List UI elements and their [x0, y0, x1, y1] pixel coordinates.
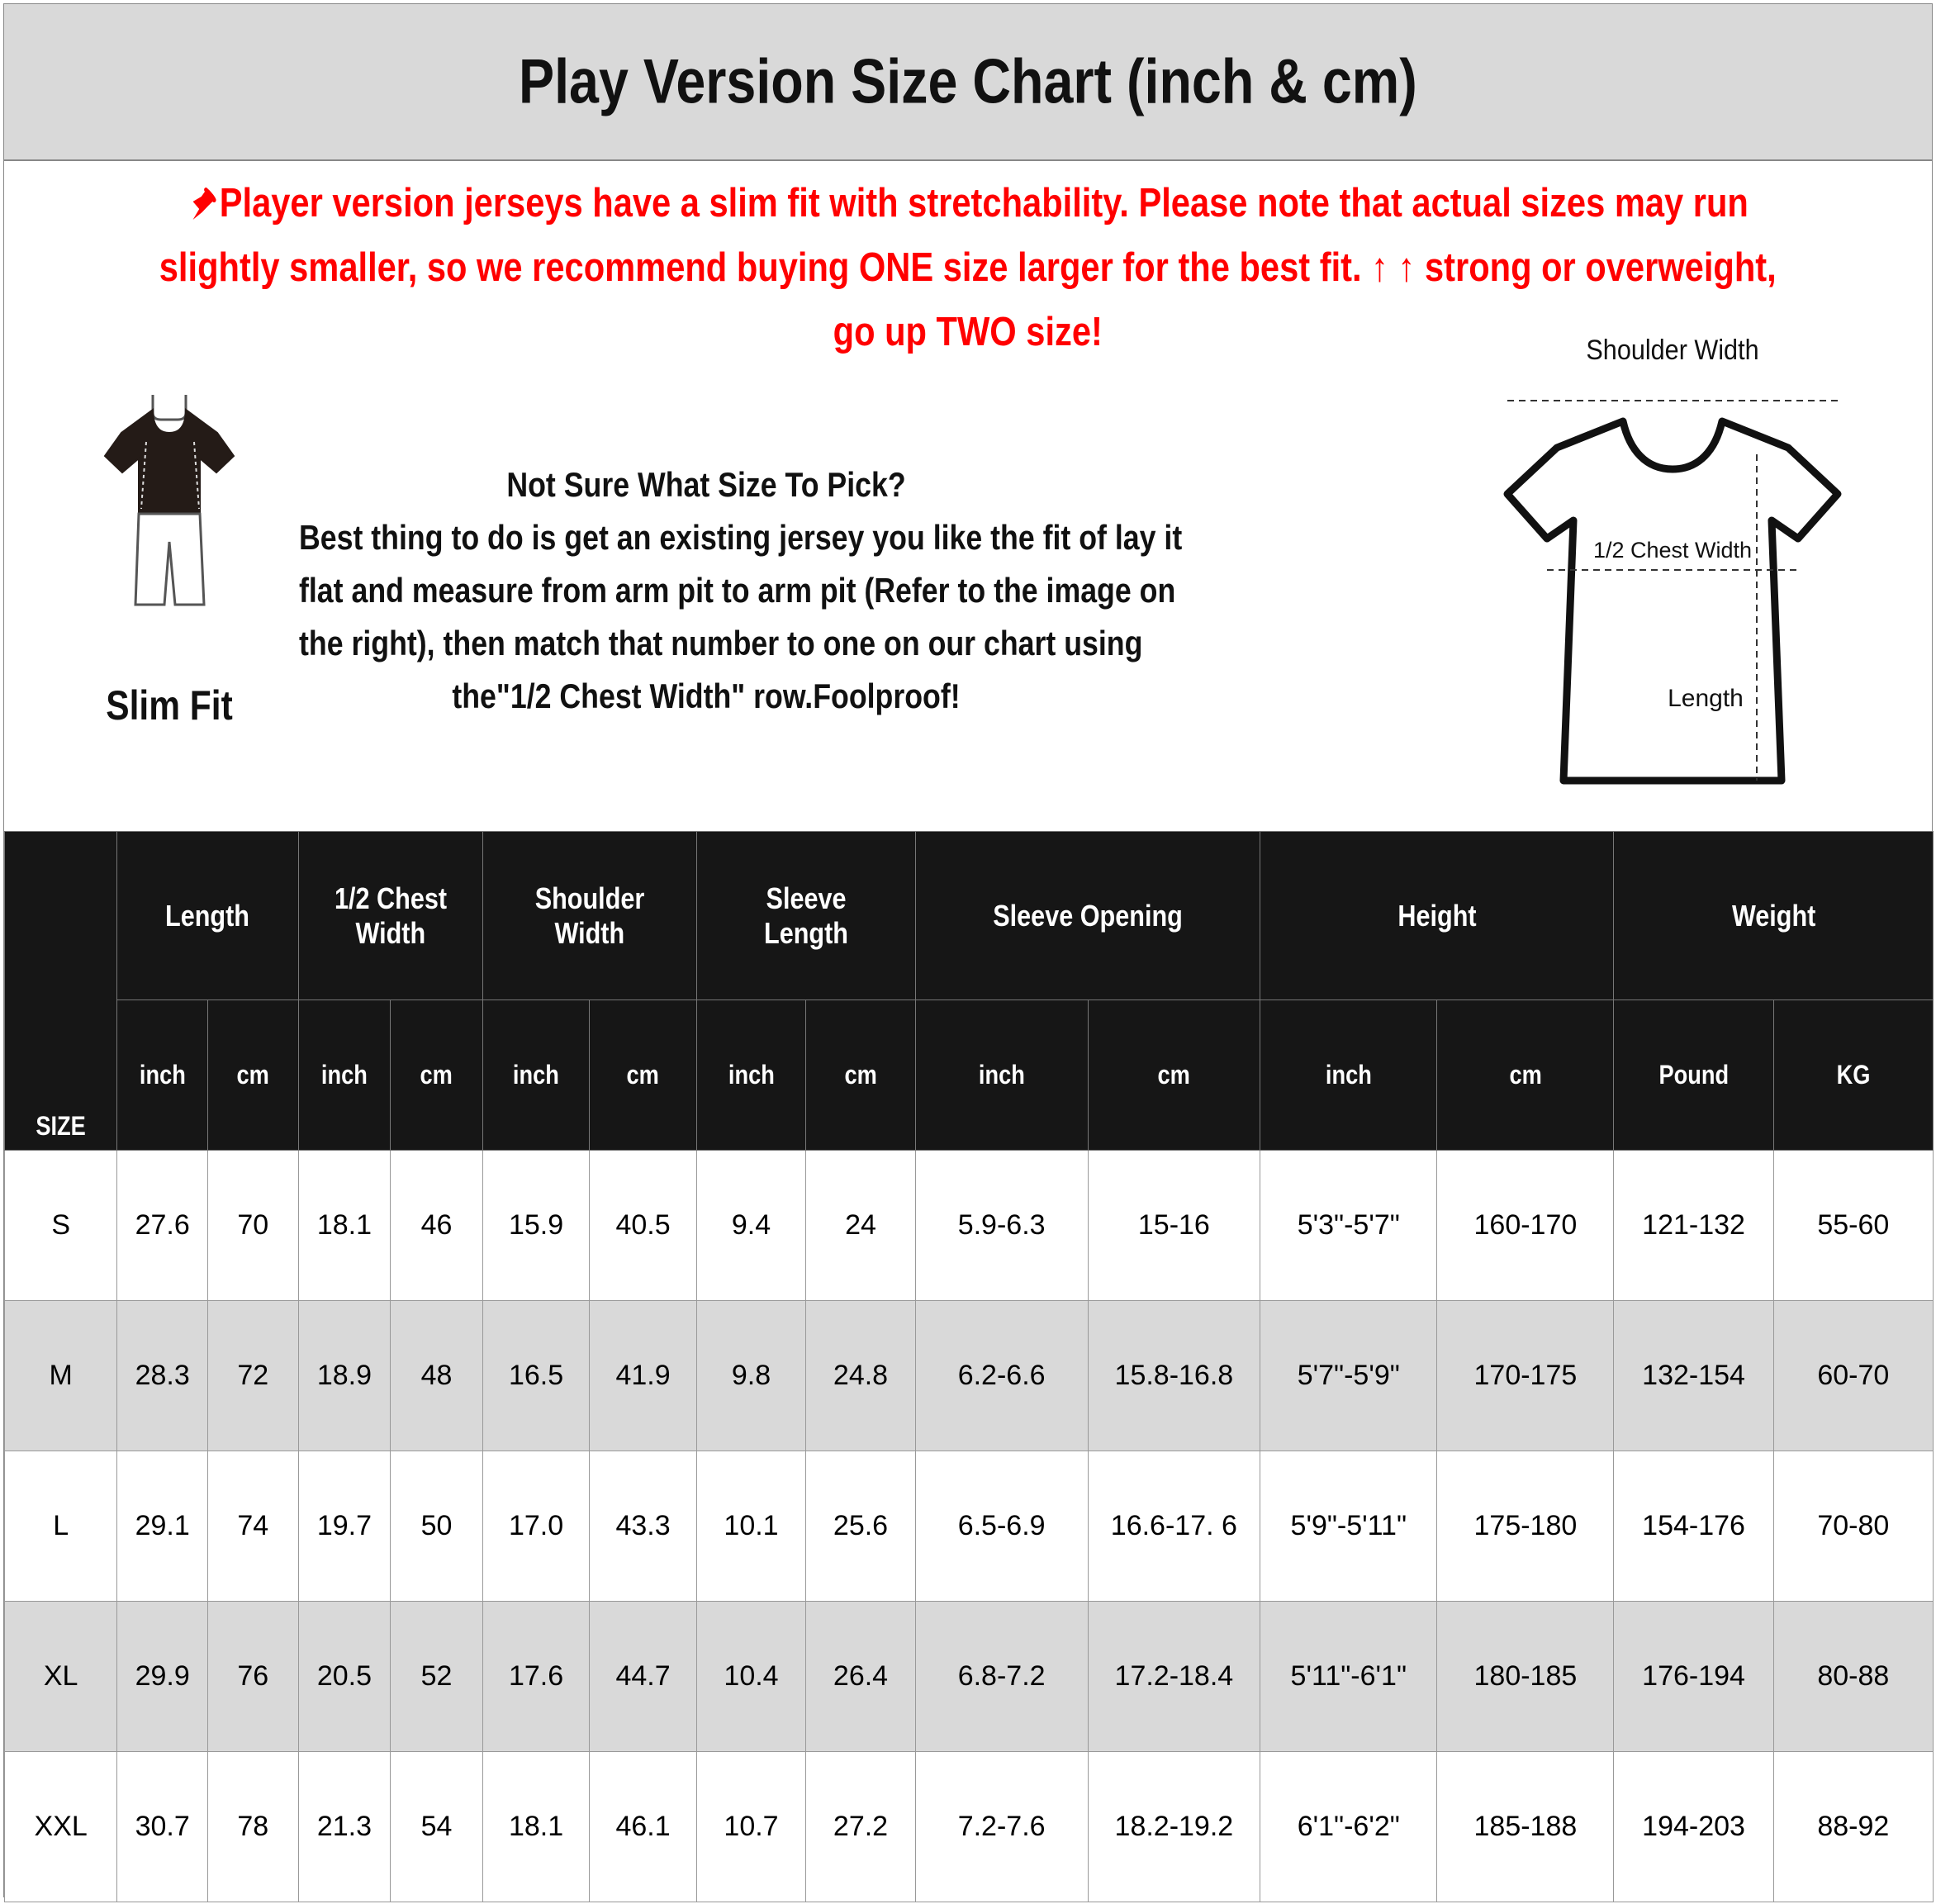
svg-text:Length: Length — [1668, 685, 1744, 712]
svg-text:1/2 Chest Width: 1/2 Chest Width — [1593, 538, 1752, 563]
